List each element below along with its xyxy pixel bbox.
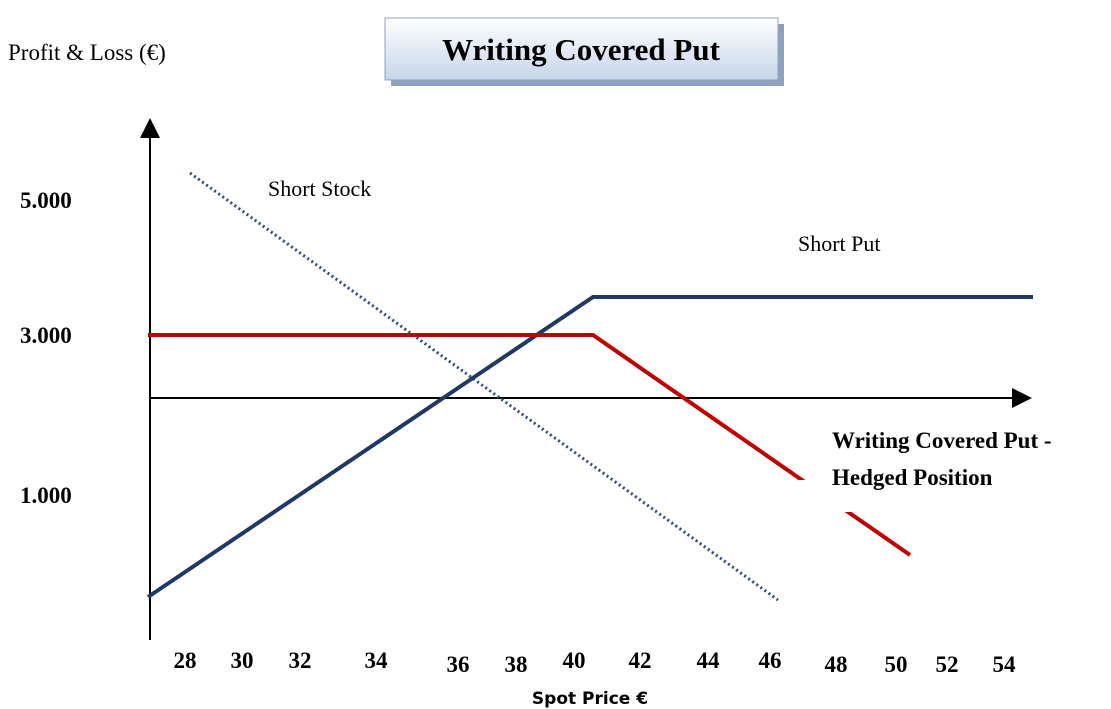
x-tick-label: 36 [447, 652, 470, 677]
y-tick-label: 3.000 [20, 323, 72, 348]
y-tick-labels: 5.000 3.000 1.000 [20, 188, 72, 508]
x-tick-label: 42 [629, 648, 652, 673]
x-tick-label: 50 [885, 652, 908, 677]
x-tick-label: 52 [936, 652, 959, 677]
label-background [790, 480, 860, 512]
hedged-label: Hedged Position [832, 465, 993, 490]
x-tick-label: 38 [505, 652, 528, 677]
short-stock-line [189, 171, 779, 602]
short-put-line [146, 295, 1033, 599]
title-box [384, 17, 779, 81]
y-tick-label: 1.000 [20, 483, 72, 508]
x-tick-label: 48 [825, 652, 848, 677]
title: Writing Covered Put [442, 32, 721, 67]
x-tick-label: 44 [697, 648, 721, 673]
y-tick-label: 5.000 [20, 188, 72, 213]
x-tick-label: 32 [289, 648, 312, 673]
x-axis-label: Spot Price € [532, 689, 648, 709]
hedged-label: Writing Covered Put - [832, 428, 1052, 453]
short-stock-label: Short Stock [268, 176, 371, 201]
x-tick-label: 34 [365, 648, 389, 673]
x-tick-label: 30 [231, 648, 254, 673]
short-put-label: Short Put [798, 231, 881, 256]
y-axis-label: Profit & Loss (€) [8, 40, 166, 65]
x-tick-labels: 28 30 32 34 36 38 40 42 44 46 48 50 52 5… [174, 648, 1017, 677]
x-tick-label: 40 [563, 648, 586, 673]
x-tick-label: 46 [759, 648, 782, 673]
x-tick-label: 28 [174, 648, 197, 673]
x-tick-label: 54 [993, 652, 1017, 677]
